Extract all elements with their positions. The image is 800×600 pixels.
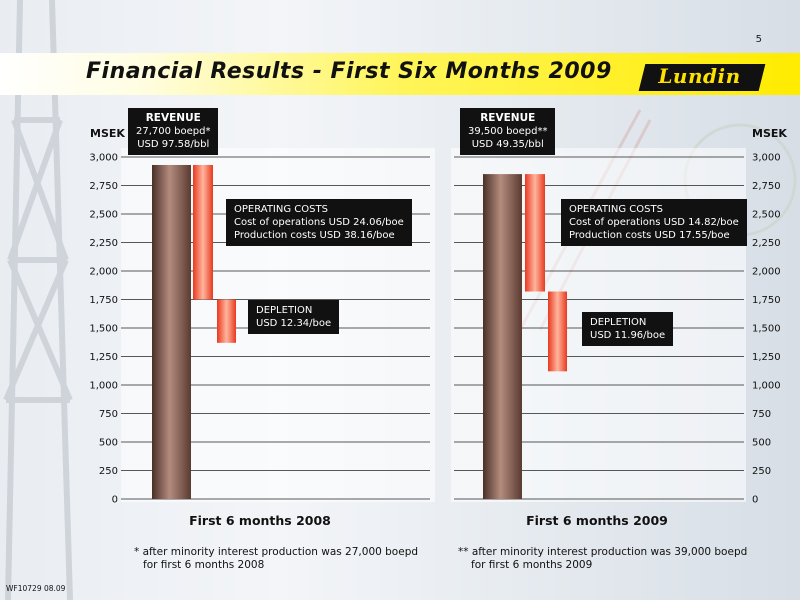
- y-tick-label: 1,750: [89, 295, 118, 306]
- callout-depletion-2008: DEPLETION USD 12.34/boe: [248, 300, 340, 334]
- callout-revenue-2008-line2: USD 97.58/bbl: [137, 139, 210, 150]
- callout-revenue-2009: REVENUE 39,500 boepd** USD 49.35/bbl: [460, 108, 556, 155]
- callout-depletion-2009: DEPLETION USD 11.96/boe: [582, 312, 674, 346]
- bar-revenue: [483, 174, 522, 499]
- y-tick-label: 0: [752, 495, 758, 506]
- y-tick-label: 750: [752, 409, 771, 420]
- callout-depletion-2009-title: DEPLETION: [590, 317, 647, 328]
- y-tick-label: 2,500: [89, 210, 118, 221]
- y-axis-label: MSEK: [752, 127, 787, 140]
- callout-revenue-2009-line1: 39,500 boepd**: [468, 126, 548, 137]
- footnote-2008-line2: for first 6 months 2008: [143, 559, 265, 571]
- callout-opcosts-2008-line2: Production costs USD 38.16/boe: [234, 230, 395, 241]
- page-number: 5: [755, 34, 762, 45]
- footnote-2009-line1: ** after minority interest production wa…: [458, 546, 748, 558]
- footnote-2009: ** after minority interest production wa…: [458, 546, 747, 572]
- y-tick-label: 1,250: [752, 352, 781, 363]
- bar-operating-costs: [525, 174, 545, 292]
- footnote-2008: * after minority interest production was…: [134, 546, 418, 572]
- y-tick-label: 1,500: [752, 324, 781, 335]
- callout-depletion-2009-line1: USD 11.96/boe: [590, 330, 666, 341]
- callout-revenue-2008-line1: 27,700 boepd*: [136, 126, 211, 137]
- y-tick-label: 1,000: [89, 381, 118, 392]
- callout-opcosts-2009-line2: Production costs USD 17.55/boe: [569, 230, 730, 241]
- y-tick-label: 750: [99, 409, 118, 420]
- callout-opcosts-2009-line1: Cost of operations USD 14.82/boe: [569, 217, 739, 228]
- footnote-2008-line1: * after minority interest production was…: [134, 546, 419, 558]
- y-tick-label: 500: [99, 438, 118, 449]
- bar-depletion: [217, 299, 236, 343]
- callout-depletion-2008-title: DEPLETION: [256, 305, 313, 316]
- caption-2009: First 6 months 2009: [526, 513, 668, 528]
- y-tick-label: 2,750: [89, 181, 118, 192]
- y-tick-label: 2,250: [89, 238, 118, 249]
- callout-opcosts-2008: OPERATING COSTS Cost of operations USD 2…: [226, 199, 412, 246]
- bar-operating-costs: [193, 164, 213, 300]
- caption-2008: First 6 months 2008: [189, 513, 331, 528]
- callout-opcosts-2009: OPERATING COSTS Cost of operations USD 1…: [561, 199, 747, 246]
- y-tick-label: 2,500: [752, 210, 781, 221]
- callout-opcosts-2008-line1: Cost of operations USD 24.06/boe: [234, 217, 404, 228]
- callout-revenue-2008: REVENUE 27,700 boepd* USD 97.58/bbl: [128, 108, 219, 155]
- y-tick-label: 250: [99, 466, 118, 477]
- y-tick-label: 1,250: [89, 352, 118, 363]
- y-tick-label: 2,000: [752, 267, 781, 278]
- page-title: Financial Results - First Six Months 200…: [86, 59, 612, 84]
- y-tick-label: 1,750: [752, 295, 781, 306]
- callout-depletion-2008-line1: USD 12.34/boe: [256, 318, 332, 329]
- callout-opcosts-2009-title: OPERATING COSTS: [569, 204, 663, 215]
- y-tick-label: 250: [752, 466, 771, 477]
- callout-revenue-2009-title: REVENUE: [480, 112, 536, 124]
- y-tick-label: 500: [752, 438, 771, 449]
- y-tick-label: 0: [112, 495, 118, 506]
- callout-opcosts-2008-title: OPERATING COSTS: [234, 204, 328, 215]
- callout-revenue-2009-line2: USD 49.35/bbl: [471, 139, 544, 150]
- document-code: WF10729 08.09: [6, 584, 66, 593]
- footnote-2009-line2: for first 6 months 2009: [471, 559, 593, 571]
- bar-revenue: [152, 164, 191, 500]
- y-tick-label: 2,250: [752, 238, 781, 249]
- y-axis-label: MSEK: [90, 127, 125, 140]
- y-tick-label: 2,000: [89, 267, 118, 278]
- y-tick-label: 3,000: [752, 153, 781, 164]
- y-tick-label: 2,750: [752, 181, 781, 192]
- y-tick-label: 1,500: [89, 324, 118, 335]
- y-tick-label: 1,000: [752, 381, 781, 392]
- callout-revenue-2008-title: REVENUE: [145, 112, 201, 124]
- bar-depletion: [548, 291, 567, 372]
- y-tick-label: 3,000: [89, 153, 118, 164]
